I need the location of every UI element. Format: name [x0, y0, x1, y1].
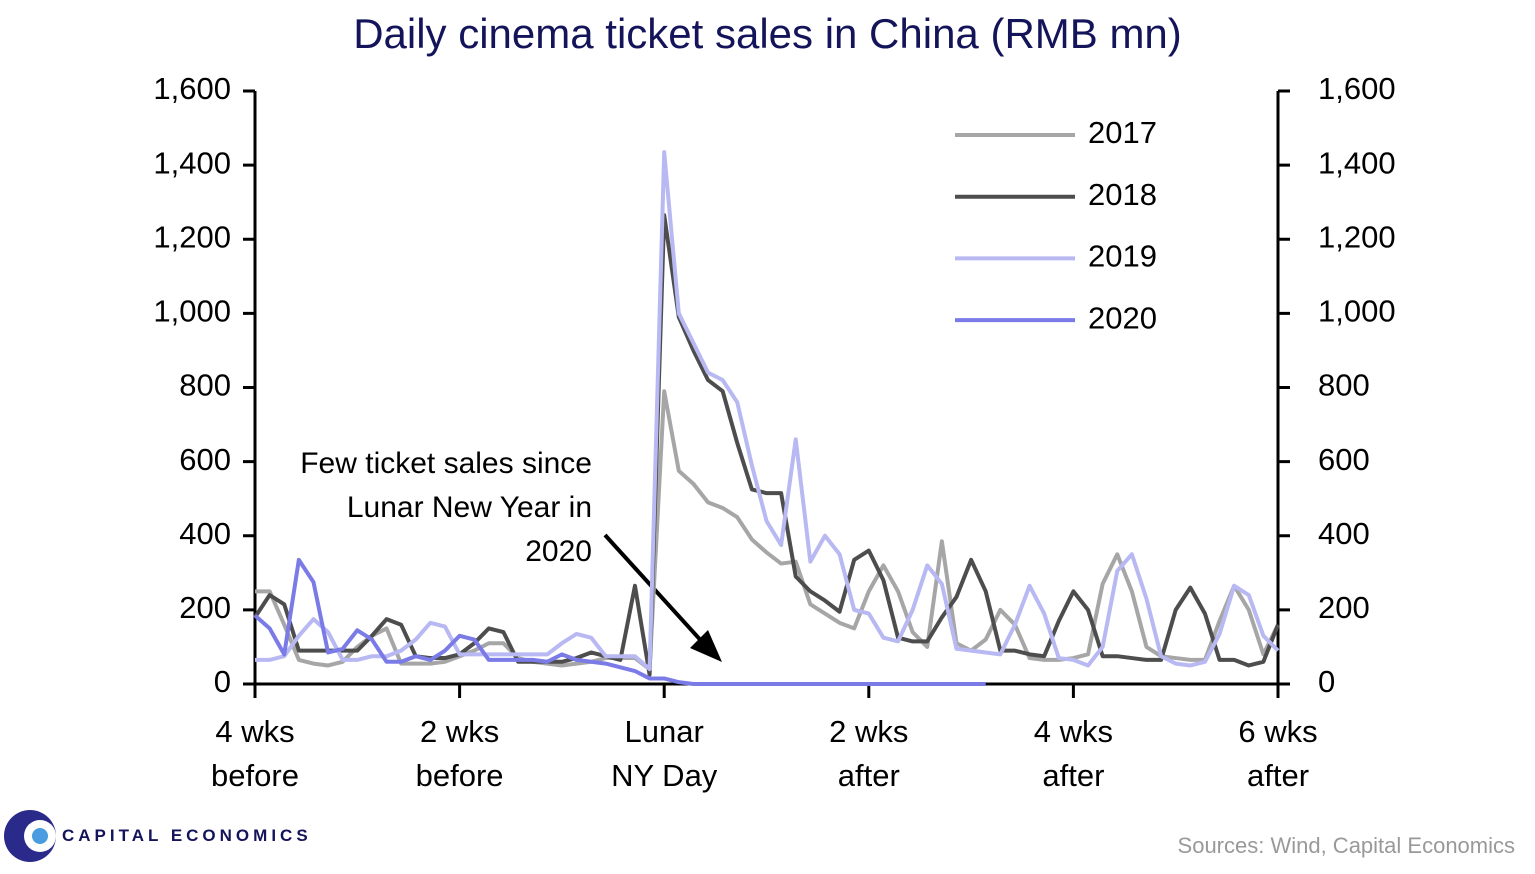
- y2-tick-label: 1,400: [1318, 145, 1396, 180]
- x-tick-label: 4 wks before: [211, 714, 299, 793]
- x-tick-label: 4 wks after: [1033, 714, 1114, 793]
- y2-tick-label: 800: [1318, 368, 1370, 403]
- y-tick-label: 1,400: [153, 145, 231, 180]
- y2-tick-label: 1,200: [1318, 219, 1396, 254]
- legend-label: 2019: [1088, 239, 1157, 274]
- y-tick-label: 0: [214, 664, 231, 699]
- series-line: [255, 389, 1280, 672]
- x-tick-label: 2 wks before: [415, 714, 504, 793]
- y2-tick-label: 600: [1318, 442, 1370, 477]
- y-tick-label: 600: [179, 442, 231, 477]
- y-tick-label: 400: [179, 516, 231, 551]
- series-line: [255, 150, 1280, 672]
- chart-title: Daily cinema ticket sales in China (RMB …: [353, 10, 1182, 57]
- x-tick-label: 6 wks after: [1238, 714, 1318, 793]
- logo: [32, 828, 48, 844]
- y2-tick-label: 1,600: [1318, 71, 1396, 106]
- y-tick-label: 1,000: [153, 294, 231, 329]
- y2-tick-label: 200: [1318, 590, 1370, 625]
- legend-label: 2018: [1088, 177, 1157, 212]
- y2-tick-label: 0: [1318, 664, 1335, 699]
- annotation: Few ticket sales since Lunar New Year in…: [300, 447, 592, 568]
- y-tick-label: 1,600: [153, 71, 231, 106]
- source: Sources: Wind, Capital Economics: [1177, 833, 1515, 858]
- y2-tick-label: 400: [1318, 516, 1370, 551]
- series-line: [253, 557, 986, 686]
- y2-tick-label: 1,000: [1318, 294, 1396, 329]
- y-tick-label: 800: [179, 368, 231, 403]
- x-tick-label: 2 wks after: [829, 714, 909, 793]
- x-tick-label: Lunar NY Day: [611, 714, 718, 793]
- arrow-head: [690, 630, 722, 662]
- y-tick-label: 200: [179, 590, 231, 625]
- legend-label: 2017: [1088, 115, 1157, 150]
- y-tick-label: 1,200: [153, 219, 231, 254]
- brand: CAPITAL ECONOMICS: [62, 826, 312, 845]
- legend-label: 2020: [1088, 300, 1157, 335]
